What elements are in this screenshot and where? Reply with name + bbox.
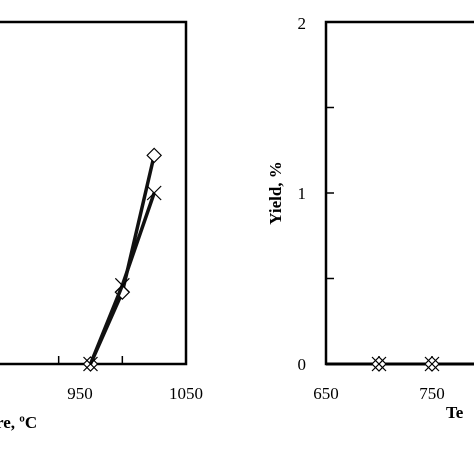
right-x-tick-label: 750 [419,384,445,403]
left-data-point [114,277,130,293]
cross-stroke [424,356,440,372]
left-x-axis-title: re, ºC [0,413,37,432]
left-chart: 950 1050 re, ºC [0,20,203,432]
right-data-point [371,356,387,372]
right-y-tick-label: 1 [298,184,307,203]
right-y-tick-label: 2 [298,14,307,33]
cross-stroke [371,356,387,372]
left-x-tick-label: 950 [67,384,93,403]
cross-stroke [83,356,98,372]
left-plot-frame [0,20,188,366]
left-x-tick-label: 1050 [169,384,203,403]
left-series-line [88,192,156,365]
right-plot-frame [324,20,474,366]
right-x-axis-title: Te [446,403,464,422]
right-data-point [424,356,440,372]
left-series-line [88,154,156,365]
left-data-point [83,356,98,372]
right-y-tick-label: 0 [298,355,307,374]
right-chart: 0 1 2 650 750 Yield, % Te [266,14,474,422]
cross-stroke [146,185,162,201]
left-data-point [146,147,163,164]
cross-stroke [114,277,130,293]
left-data-point [146,185,162,201]
right-y-axis-title: Yield, % [266,161,285,225]
right-x-tick-label: 650 [313,384,339,403]
